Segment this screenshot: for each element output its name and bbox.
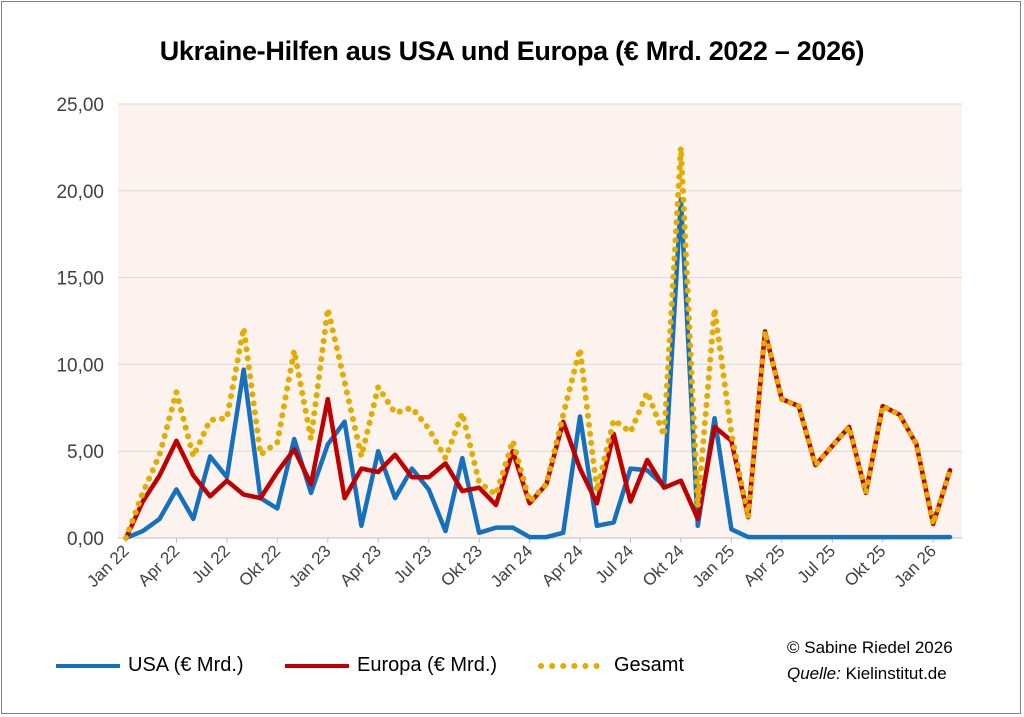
x-tick-label: Jan 23: [285, 541, 335, 591]
legend-swatch-usa: [56, 663, 120, 668]
source-label: Quelle:: [787, 664, 841, 683]
x-tick-label: Jan 26: [890, 541, 940, 591]
series-lines: [123, 144, 953, 541]
legend-item-usa: USA (€ Mrd.): [56, 654, 244, 677]
x-tick-label: Apr 24: [538, 541, 587, 590]
copyright-text: © Sabine Riedel 2026: [787, 638, 953, 657]
source-value: Kielinstitut.de: [845, 664, 947, 683]
x-tick-label: Jan 25: [689, 541, 739, 591]
legend-item-europa: Europa (€ Mrd.): [285, 654, 497, 677]
y-tick-label: 25,00: [56, 95, 104, 116]
legend-label-gesamt: Gesamt: [614, 654, 685, 676]
x-tick-label: Okt 24: [639, 541, 688, 590]
x-tick-label: Jul 25: [794, 541, 840, 587]
y-tick-label: 15,00: [56, 269, 104, 290]
y-tick-label: 20,00: [56, 182, 104, 203]
series-line-gesamt: [123, 144, 953, 541]
legend-label-europa: Europa (€ Mrd.): [357, 654, 498, 676]
x-tick-label: Jul 24: [592, 541, 638, 587]
source-credit: Quelle: Kielinstitut.de: [787, 664, 947, 684]
x-tick-label: Apr 22: [134, 541, 183, 590]
y-tick-label: 5,00: [67, 442, 104, 463]
chart-title: Ukraine-Hilfen aus USA und Europa (€ Mrd…: [159, 36, 865, 66]
x-tick-label: Okt 22: [235, 541, 284, 590]
y-tick-label: 0,00: [67, 529, 104, 550]
legend-swatch-gesamt: [538, 662, 604, 669]
x-tick-label: Okt 23: [437, 541, 486, 590]
x-tick-label: Jul 23: [390, 541, 436, 587]
plot-area: [118, 104, 962, 538]
x-tick-label: Apr 23: [336, 541, 385, 590]
x-tick-label: Okt 25: [841, 541, 890, 590]
x-tick-label: Jan 24: [487, 541, 537, 591]
legend-item-gesamt: Gesamt: [538, 654, 684, 677]
x-tick-label: Jul 22: [188, 541, 234, 587]
legend-label-usa: USA (€ Mrd.): [128, 654, 244, 676]
y-tick-label: 10,00: [56, 355, 104, 376]
x-tick-label: Apr 25: [740, 541, 789, 590]
series-line-usa: [123, 197, 953, 541]
legend-swatch-europa: [285, 663, 349, 668]
